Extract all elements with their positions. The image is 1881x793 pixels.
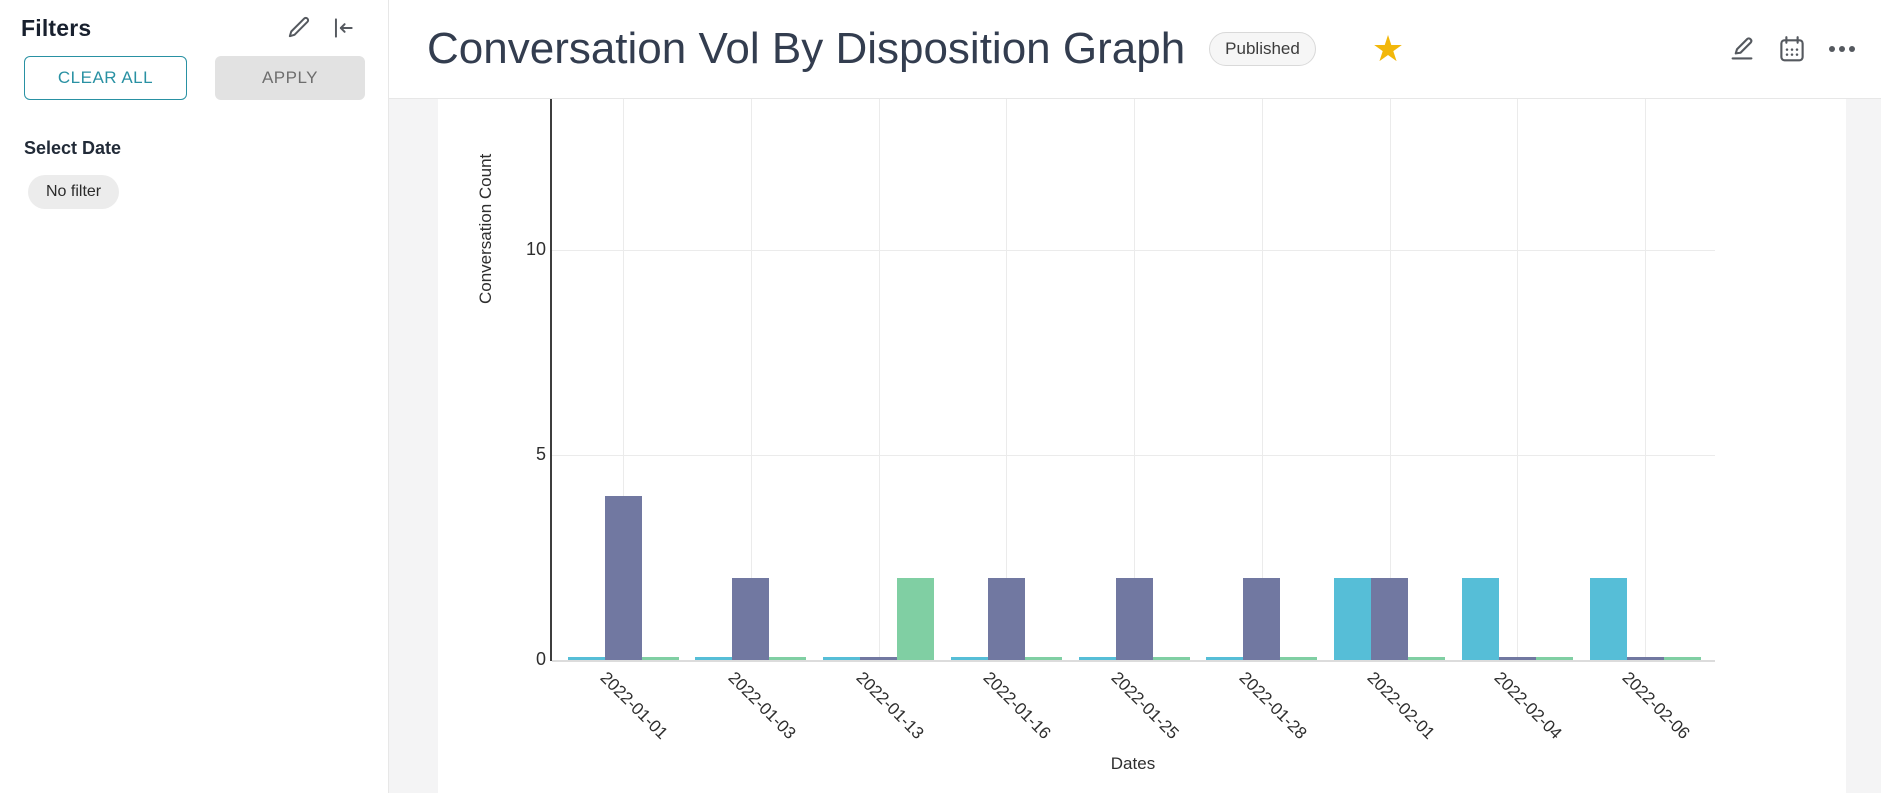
filters-header: Filters [0,0,388,42]
x-axis-title: Dates [1110,754,1156,773]
pencil-icon[interactable] [284,14,312,42]
bar-green-2022-02-06[interactable] [1663,657,1701,660]
x-tick-label: 2022-01-25 [1107,668,1183,743]
bar-purple-2022-02-01[interactable] [1371,578,1408,660]
bar-green-2022-01-03[interactable] [769,657,807,660]
y-axis-title: Conversation Count [476,153,495,304]
vertical-gridline [1517,99,1519,660]
filters-sidebar: Filters CLEAR ALL APPLY Select Date [0,0,389,793]
select-date-label: Select Date [24,138,122,158]
edit-icon[interactable] [1727,34,1757,64]
clear-all-button[interactable]: CLEAR ALL [24,56,187,100]
horizontal-gridline [552,455,1715,456]
bar-purple-2022-01-03[interactable] [732,578,770,660]
filters-actions: CLEAR ALL APPLY [0,42,388,100]
x-tick-label: 2022-02-04 [1490,668,1566,743]
filters-header-icons [284,14,356,42]
vertical-gridline [1134,99,1135,660]
bar-teal-2022-01-01[interactable] [567,657,605,660]
y-axis-line [550,99,552,661]
vertical-gridline [750,99,752,660]
more-icon[interactable] [1827,41,1857,57]
bar-green-2022-01-28[interactable] [1280,657,1318,660]
bar-teal-2022-02-01[interactable] [1334,578,1371,660]
bar-green-2022-01-16[interactable] [1024,657,1062,660]
header-actions [1727,34,1881,64]
bar-green-2022-02-01[interactable] [1408,657,1445,660]
date-filter-section: Select Date No filter [0,100,388,209]
bar-purple-2022-01-01[interactable] [604,496,642,660]
page-title: Conversation Vol By Disposition Graph [427,24,1186,73]
horizontal-gridline [552,250,1715,251]
bar-green-2022-01-01[interactable] [641,657,679,660]
main-area: Conversation Vol By Disposition Graph Pu… [389,0,1881,793]
y-tick-label: 0 [535,649,546,669]
vertical-gridline [623,99,624,660]
vertical-gridline [1645,99,1646,660]
filters-title: Filters [21,14,92,41]
bar-teal-2022-01-13[interactable] [823,657,860,660]
vertical-gridline [1006,99,1008,660]
collapse-left-icon[interactable] [330,15,356,41]
x-tick-label: 2022-01-13 [852,668,927,743]
date-filter-chip[interactable]: No filter [28,175,120,209]
bar-teal-2022-01-16[interactable] [950,657,988,660]
x-tick-label: 2022-01-16 [979,668,1055,743]
chart-card: Conversation Count Dates 0 5 10 2022-01-01 2… [438,99,1846,793]
x-tick-label: 2022-01-28 [1235,668,1311,743]
bar-purple-2022-01-25[interactable] [1115,578,1153,660]
content-area: Conversation Count Dates 0 5 10 2022-01-01 2… [389,99,1881,793]
bar-teal-2022-01-28[interactable] [1206,657,1244,660]
x-tick-label: 2022-01-01 [596,668,672,743]
y-tick-label: 10 [525,239,546,259]
bar-purple-2022-02-06[interactable] [1626,657,1664,660]
bar-teal-2022-02-06[interactable] [1589,578,1627,660]
y-tick-label: 5 [535,444,546,464]
vertical-gridline [878,99,880,660]
bar-teal-2022-01-25[interactable] [1078,657,1116,660]
status-badge: Published [1209,32,1316,66]
x-axis-line [552,660,1715,662]
page-header: Conversation Vol By Disposition Graph Pu… [389,0,1881,99]
x-tick-label: 2022-02-06 [1618,668,1694,743]
bar-green-2022-02-04[interactable] [1535,657,1573,660]
vertical-gridline [1261,99,1263,660]
apply-button[interactable]: APPLY [215,56,365,100]
bar-teal-2022-01-03[interactable] [695,657,733,660]
x-tick-label: 2022-02-01 [1363,668,1438,743]
vertical-gridline [1389,99,1391,660]
calendar-icon[interactable] [1777,34,1807,64]
bar-green-2022-01-25[interactable] [1152,657,1190,660]
bar-teal-2022-02-04[interactable] [1461,578,1499,660]
bar-purple-2022-01-28[interactable] [1243,578,1281,660]
bar-green-2022-01-13[interactable] [897,578,934,660]
bar-purple-2022-01-13[interactable] [860,657,897,660]
bar-chart: Conversation Count Dates 0 5 10 2022-01-01 2… [438,99,1846,793]
x-tick-label: 2022-01-03 [724,668,800,743]
bar-purple-2022-02-04[interactable] [1498,657,1536,660]
bar-purple-2022-01-16[interactable] [987,578,1025,660]
star-icon[interactable]: ★ [1371,28,1405,69]
